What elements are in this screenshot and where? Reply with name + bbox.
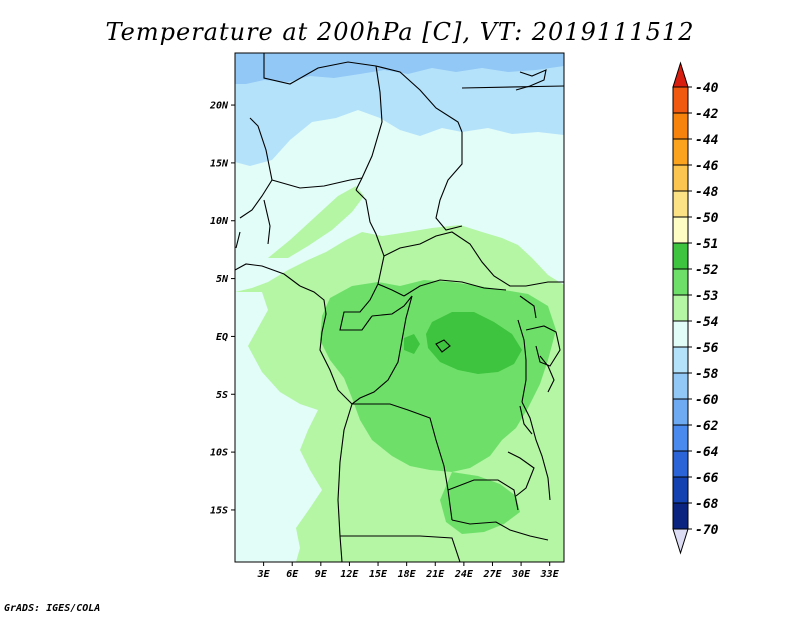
field-region-light-blue: [235, 53, 564, 166]
lon-tick-label: 21E: [425, 569, 445, 580]
lon-tick-label: 15E: [369, 569, 388, 580]
lon-tick-label: 33E: [540, 569, 560, 580]
colorbar-swatch: [672, 190, 689, 218]
colorbar-label: -58: [695, 367, 719, 382]
field-region-pale-cyan-west: [235, 292, 322, 562]
colorbar-swatch: [672, 398, 689, 426]
colorbar-label: -50: [695, 211, 719, 226]
colorbar-swatch: [672, 476, 689, 504]
colorbar-swatch: [672, 112, 689, 140]
lat-tick-label: 20N: [209, 101, 229, 112]
colorbar-label: -42: [695, 107, 719, 122]
lon-tick-label: 18E: [398, 569, 417, 580]
colorbar-label: -48: [695, 185, 719, 200]
map-plot-area: [235, 53, 564, 562]
lon-tick-label: 6E: [286, 569, 299, 580]
colorbar-top-triangle: [672, 61, 689, 88]
colorbar-label: -40: [695, 81, 719, 96]
lon-tick-label: 24E: [454, 569, 474, 580]
colorbar-label: -53: [695, 289, 719, 304]
lon-tick-label: 3E: [257, 569, 271, 580]
country-borders: [235, 53, 564, 562]
lon-tick-label: 30E: [511, 569, 531, 580]
colorbar-swatch: [672, 164, 689, 192]
colorbar-bottom-triangle: [672, 528, 689, 555]
colorbar-swatch: [672, 138, 689, 166]
colorbar-swatch: [672, 502, 689, 530]
map-frame: [234, 52, 565, 563]
lon-tick-label: 27E: [482, 569, 502, 580]
field-region-blue: [235, 53, 564, 84]
map-title: Temperature at 200hPa [C], VT: 201911151…: [105, 18, 695, 46]
colorbar-swatch: [672, 86, 689, 114]
colorbar-label: -56: [695, 341, 719, 356]
field-region-green-south: [440, 472, 520, 534]
field-region-dark-green: [426, 312, 522, 374]
lat-tick-label: EQ: [216, 332, 228, 343]
colorbar-swatch: [672, 372, 689, 400]
lon-tick-label: 9E: [315, 569, 328, 580]
colorbar-swatch: [672, 450, 689, 478]
lat-tick-label: 15N: [210, 158, 229, 169]
lat-tick-label: 5N: [216, 274, 229, 285]
lat-tick-label: 15S: [210, 505, 228, 516]
colorbar-label: -68: [695, 497, 719, 512]
colorbar-swatch: [672, 242, 689, 270]
colorbar-label: -60: [695, 393, 719, 408]
colorbar-label: -70: [695, 523, 719, 538]
grads-credit: GrADS: IGES/COLA: [4, 603, 101, 614]
colorbar-swatch: [672, 320, 689, 348]
lat-tick-label: 5S: [216, 390, 228, 401]
lon-tick-label: 12E: [340, 569, 359, 580]
colorbar-label: -66: [695, 471, 719, 486]
colorbar-swatch: [672, 216, 689, 244]
colorbar-label: -64: [695, 445, 719, 460]
field-region-dark-green-small: [404, 334, 420, 354]
field-region-lightgreen-nw: [268, 186, 364, 258]
colorbar-swatch: [672, 294, 689, 322]
colorbar-label: -52: [695, 263, 719, 278]
colorbar-label: -62: [695, 419, 719, 434]
colorbar-label: -54: [695, 315, 719, 330]
axis-ticks: 20N 15N 10N 5N EQ 5S 10S 15S 3E 6E 9E 12E 15E 18E 21E 2…: [209, 101, 560, 580]
colorbar: -40 -42 -44 -46 -48 -50 -51 -52 -53 -54 -56 -58 -60 -…: [672, 61, 719, 555]
colorbar-swatch: [672, 424, 689, 452]
lat-tick-label: 10S: [210, 448, 228, 459]
colorbar-label: -46: [695, 159, 719, 174]
colorbar-label: -44: [695, 133, 719, 148]
colorbar-swatch: [672, 268, 689, 296]
colorbar-swatch: [672, 346, 689, 374]
colorbar-label: -51: [695, 237, 718, 252]
lat-tick-label: 10N: [210, 216, 229, 227]
